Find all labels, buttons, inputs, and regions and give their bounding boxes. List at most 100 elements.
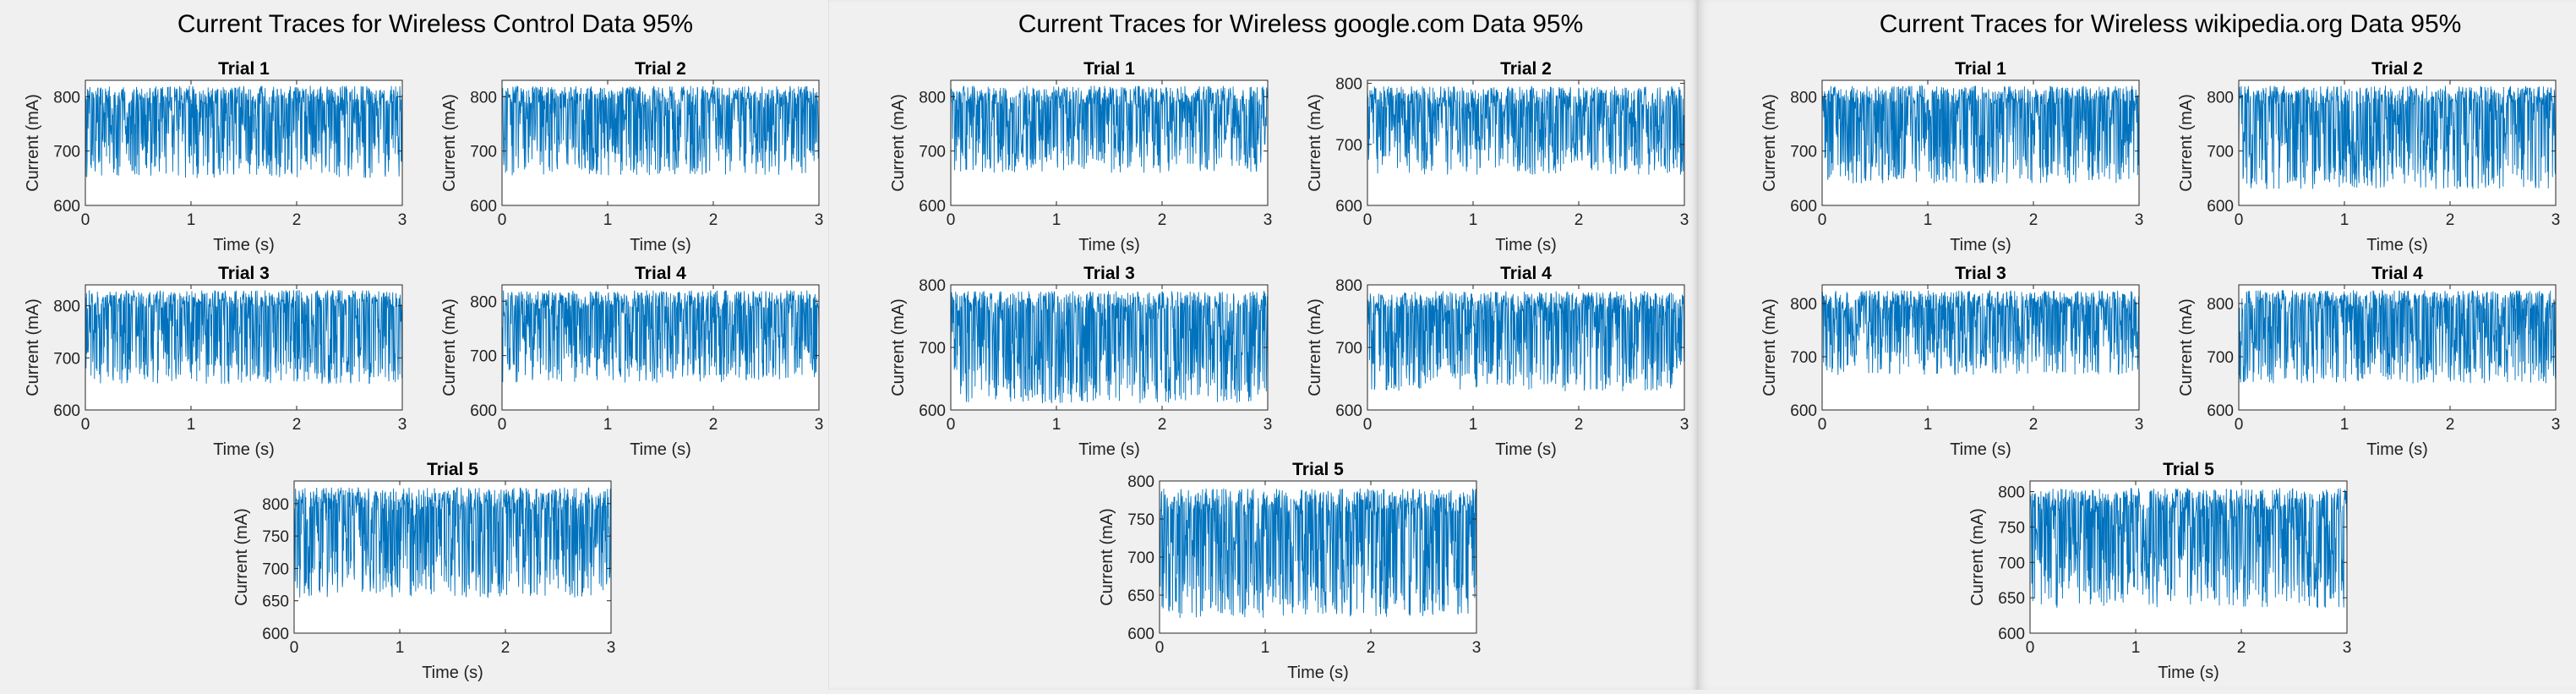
y-axis-label: Current (mA) bbox=[1306, 298, 1324, 396]
x-tick-label: 1 bbox=[1924, 416, 1933, 434]
y-axis-label: Current (mA) bbox=[24, 298, 42, 396]
axes-box bbox=[501, 79, 820, 206]
trial-axes: 0 1 2 3 600 700 800 Trial 2 Time (s) Current (mA) bbox=[1306, 59, 1689, 254]
trial-title: Trial 1 bbox=[218, 59, 270, 79]
current-trace-line bbox=[501, 290, 820, 383]
x-tick-label: 3 bbox=[1263, 211, 1273, 229]
y-tick-label: 800 bbox=[1790, 296, 1817, 314]
x-tick-label: 3 bbox=[607, 639, 616, 657]
figure-svg: Current Traces for Wireless wikipedia.or… bbox=[1760, 10, 2560, 682]
y-tick-label: 600 bbox=[2207, 402, 2234, 420]
y-axis-label: Current (mA) bbox=[1968, 508, 1987, 606]
x-axis-label: Time (s) bbox=[1287, 664, 1349, 682]
x-axis-label: Time (s) bbox=[1495, 440, 1557, 459]
y-tick-label: 600 bbox=[2207, 198, 2234, 216]
x-tick-label: 2 bbox=[292, 211, 302, 229]
x-tick-label: 2 bbox=[1575, 416, 1584, 434]
x-tick-label: 2 bbox=[2029, 416, 2038, 434]
x-tick-label: 0 bbox=[947, 416, 956, 434]
figure-panel-google: Current Traces for Wireless google.com D… bbox=[828, 0, 1698, 690]
x-tick-label: 0 bbox=[81, 416, 90, 434]
y-tick-label: 700 bbox=[1335, 137, 1362, 155]
y-axis-label: Current (mA) bbox=[889, 94, 908, 192]
y-tick-label: 800 bbox=[53, 89, 80, 107]
current-trace-line bbox=[1159, 488, 1477, 618]
axes-box bbox=[1367, 79, 1685, 206]
current-trace-line bbox=[2238, 288, 2557, 384]
x-axis-label: Time (s) bbox=[2366, 236, 2428, 254]
x-axis-label: Time (s) bbox=[2366, 440, 2428, 459]
x-tick-label: 0 bbox=[1155, 639, 1165, 657]
current-trace-line bbox=[2029, 488, 2348, 609]
x-tick-label: 3 bbox=[1680, 416, 1689, 434]
y-tick-label: 700 bbox=[470, 348, 497, 366]
y-tick-label: 600 bbox=[919, 402, 946, 420]
x-axis-label: Time (s) bbox=[1950, 236, 2011, 254]
y-tick-label: 700 bbox=[1127, 549, 1154, 567]
trial-title: Trial 5 bbox=[1292, 460, 1344, 479]
x-tick-label: 0 bbox=[498, 211, 507, 229]
figure-title: Current Traces for Wireless google.com D… bbox=[1018, 10, 1584, 38]
x-tick-label: 0 bbox=[81, 211, 90, 229]
x-tick-label: 0 bbox=[1363, 211, 1373, 229]
y-axis-label: Current (mA) bbox=[232, 508, 251, 606]
y-tick-label: 650 bbox=[1998, 590, 2025, 608]
x-tick-label: 1 bbox=[1052, 416, 1062, 434]
x-tick-label: 0 bbox=[1818, 416, 1827, 434]
x-tick-label: 3 bbox=[815, 416, 824, 434]
y-tick-label: 750 bbox=[262, 528, 289, 546]
current-trace-line bbox=[501, 85, 820, 176]
y-tick-label: 700 bbox=[1790, 144, 1817, 161]
figure-panel-control: Current Traces for Wireless Control Data… bbox=[0, 0, 828, 690]
y-tick-label: 700 bbox=[53, 144, 80, 161]
y-axis-label: Current (mA) bbox=[1760, 298, 1779, 396]
trial-axes: 0 1 2 3 600 700 800 Trial 2 Time (s) Current (mA) bbox=[2177, 59, 2560, 254]
x-tick-label: 3 bbox=[1472, 639, 1482, 657]
y-tick-label: 600 bbox=[919, 198, 946, 216]
y-axis-label: Current (mA) bbox=[440, 298, 459, 396]
trial-title: Trial 1 bbox=[1083, 59, 1135, 79]
axes-box bbox=[293, 480, 612, 634]
trial-title: Trial 5 bbox=[2163, 460, 2214, 479]
y-axis-label: Current (mA) bbox=[1098, 508, 1116, 606]
y-axis-label: Current (mA) bbox=[2177, 298, 2196, 396]
trial-axes: 0 1 2 3 600 700 800 Trial 4 Time (s) Current (mA) bbox=[1306, 264, 1689, 459]
x-tick-label: 1 bbox=[187, 416, 196, 434]
x-tick-label: 3 bbox=[398, 211, 407, 229]
trial-title: Trial 2 bbox=[2371, 59, 2423, 79]
y-tick-label: 800 bbox=[470, 293, 497, 311]
y-tick-label: 600 bbox=[1790, 402, 1817, 420]
x-axis-label: Time (s) bbox=[422, 664, 483, 682]
current-trace-line bbox=[2238, 85, 2557, 189]
x-tick-label: 2 bbox=[709, 211, 718, 229]
y-tick-label: 700 bbox=[2207, 349, 2234, 367]
trial-title: Trial 4 bbox=[2371, 264, 2423, 283]
x-tick-label: 2 bbox=[2237, 639, 2246, 657]
figure-title: Current Traces for Wireless wikipedia.or… bbox=[1880, 10, 2462, 38]
current-trace-line bbox=[85, 290, 403, 385]
y-tick-label: 600 bbox=[1335, 198, 1362, 216]
axes-box bbox=[2029, 480, 2348, 634]
x-tick-label: 2 bbox=[2446, 416, 2455, 434]
trial-axes: 0 1 2 3 600 700 800 Trial 2 Time (s) Current (mA) bbox=[440, 59, 823, 254]
y-tick-label: 650 bbox=[1127, 587, 1154, 605]
axes-box bbox=[2238, 79, 2557, 206]
x-tick-label: 1 bbox=[396, 639, 405, 657]
x-tick-label: 0 bbox=[1818, 211, 1827, 229]
x-tick-label: 3 bbox=[1680, 211, 1689, 229]
x-tick-label: 1 bbox=[1052, 211, 1062, 229]
x-tick-label: 0 bbox=[290, 639, 299, 657]
x-tick-label: 1 bbox=[1924, 211, 1933, 229]
x-axis-label: Time (s) bbox=[1078, 440, 1140, 459]
x-tick-label: 2 bbox=[709, 416, 718, 434]
y-tick-label: 700 bbox=[919, 144, 946, 161]
trial-axes: 0 1 2 3 600 700 800 Trial 4 Time (s) Current (mA) bbox=[440, 264, 823, 459]
y-axis-label: Current (mA) bbox=[24, 94, 42, 192]
x-axis-label: Time (s) bbox=[1495, 236, 1557, 254]
x-tick-label: 0 bbox=[2026, 639, 2035, 657]
y-tick-label: 800 bbox=[1335, 76, 1362, 94]
y-tick-label: 800 bbox=[919, 89, 946, 107]
x-tick-label: 1 bbox=[1261, 639, 1270, 657]
x-axis-label: Time (s) bbox=[1950, 440, 2011, 459]
figure-title: Current Traces for Wireless Control Data… bbox=[177, 10, 693, 38]
